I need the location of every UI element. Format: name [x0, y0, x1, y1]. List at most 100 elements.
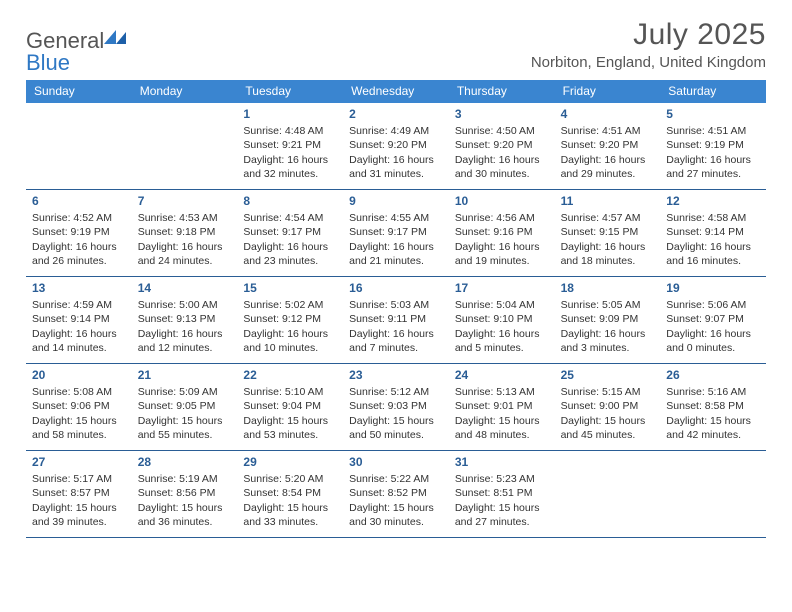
day-cell: 19 Sunrise: 5:06 AMSunset: 9:07 PMDayligh… [660, 277, 766, 363]
day-cell: 12Sunrise: 4:58 AMSunset: 9:14 PMDayligh… [660, 190, 766, 276]
day-details: Sunrise: 5:20 AMSunset: 8:54 PMDaylight:… [243, 472, 337, 529]
day-number: 11 [561, 193, 655, 209]
day-number: 9 [349, 193, 443, 209]
day-number: 24 [455, 367, 549, 383]
day-cell: 29 Sunrise: 5:20 AMSunset: 8:54 PMDayligh… [237, 451, 343, 537]
day-cell: 27 Sunrise: 5:17 AMSunset: 8:57 PMDayligh… [26, 451, 132, 537]
day-cell: 28 Sunrise: 5:19 AMSunset: 8:56 PMDayligh… [132, 451, 238, 537]
weekday-header-row: SundayMondayTuesdayWednesdayThursdayFrid… [26, 80, 766, 103]
day-cell: 3 Sunrise: 4:50 AMSunset: 9:20 PMDaylight… [449, 103, 555, 189]
day-cell: 24 Sunrise: 5:13 AMSunset: 9:01 PMDayligh… [449, 364, 555, 450]
day-cell [26, 103, 132, 189]
calendar-body: 1Sunrise: 4:48 AMSunset: 9:21 PMDaylight… [26, 103, 766, 538]
day-number: 20 [32, 367, 126, 383]
day-details: Sunrise: 5:08 AMSunset: 9:06 PMDaylight:… [32, 385, 126, 442]
day-details: Sunrise: 5:04 AMSunset: 9:10 PMDaylight:… [455, 298, 549, 355]
day-number: 21 [138, 367, 232, 383]
day-cell: 14Sunrise: 5:00 AMSunset: 9:13 PMDayligh… [132, 277, 238, 363]
day-number: 29 [243, 454, 337, 470]
day-cell: 4 Sunrise: 4:51 AMSunset: 9:20 PMDaylight… [555, 103, 661, 189]
day-details: Sunrise: 4:51 AMSunset: 9:20 PMDaylight:… [561, 124, 655, 181]
day-number: 4 [561, 106, 655, 122]
day-cell: 30Sunrise: 5:22 AMSunset: 8:52 PMDayligh… [343, 451, 449, 537]
day-details: Sunrise: 4:50 AMSunset: 9:20 PMDaylight:… [455, 124, 549, 181]
page: General Blue July 2025 Norbiton, England… [0, 0, 792, 538]
day-number: 3 [455, 106, 549, 122]
day-details: Sunrise: 4:51 AMSunset: 9:19 PMDaylight:… [666, 124, 760, 181]
day-details: Sunrise: 5:22 AMSunset: 8:52 PMDaylight:… [349, 472, 443, 529]
calendar: SundayMondayTuesdayWednesdayThursdayFrid… [26, 80, 766, 538]
day-details: Sunrise: 4:52 AMSunset: 9:19 PMDaylight:… [32, 211, 126, 268]
week-row: 1Sunrise: 4:48 AMSunset: 9:21 PMDaylight… [26, 103, 766, 190]
day-cell: 1Sunrise: 4:48 AMSunset: 9:21 PMDaylight… [237, 103, 343, 189]
week-row: 27 Sunrise: 5:17 AMSunset: 8:57 PMDayligh… [26, 451, 766, 538]
day-details: Sunrise: 4:56 AMSunset: 9:16 PMDaylight:… [455, 211, 549, 268]
day-cell [132, 103, 238, 189]
day-number: 22 [243, 367, 337, 383]
day-number: 19 [666, 280, 760, 296]
week-row: 13 Sunrise: 4:59 AMSunset: 9:14 PMDayligh… [26, 277, 766, 364]
day-details: Sunrise: 5:03 AMSunset: 9:11 PMDaylight:… [349, 298, 443, 355]
day-cell: 16 Sunrise: 5:03 AMSunset: 9:11 PMDayligh… [343, 277, 449, 363]
title-block: July 2025 Norbiton, England, United King… [531, 18, 766, 71]
week-row: 6 Sunrise: 4:52 AMSunset: 9:19 PMDaylight… [26, 190, 766, 277]
weekday-header: Monday [132, 80, 238, 103]
day-cell [555, 451, 661, 537]
weekday-header: Sunday [26, 80, 132, 103]
day-details: Sunrise: 5:00 AMSunset: 9:13 PMDaylight:… [138, 298, 232, 355]
day-cell: 20 Sunrise: 5:08 AMSunset: 9:06 PMDayligh… [26, 364, 132, 450]
logo-mark-icon [104, 26, 130, 48]
day-cell: 8Sunrise: 4:54 AMSunset: 9:17 PMDaylight… [237, 190, 343, 276]
day-number: 28 [138, 454, 232, 470]
day-details: Sunrise: 5:17 AMSunset: 8:57 PMDaylight:… [32, 472, 126, 529]
day-cell: 15 Sunrise: 5:02 AMSunset: 9:12 PMDayligh… [237, 277, 343, 363]
day-cell: 23Sunrise: 5:12 AMSunset: 9:03 PMDayligh… [343, 364, 449, 450]
day-details: Sunrise: 5:13 AMSunset: 9:01 PMDaylight:… [455, 385, 549, 442]
day-number: 27 [32, 454, 126, 470]
day-cell: 18Sunrise: 5:05 AMSunset: 9:09 PMDayligh… [555, 277, 661, 363]
weekday-header: Friday [555, 80, 661, 103]
logo-word-blue: Blue [26, 50, 70, 75]
day-number: 7 [138, 193, 232, 209]
day-details: Sunrise: 4:49 AMSunset: 9:20 PMDaylight:… [349, 124, 443, 181]
day-cell: 25 Sunrise: 5:15 AMSunset: 9:00 PMDayligh… [555, 364, 661, 450]
day-number: 13 [32, 280, 126, 296]
day-number: 5 [666, 106, 760, 122]
day-number: 18 [561, 280, 655, 296]
day-cell: 7Sunrise: 4:53 AMSunset: 9:18 PMDaylight… [132, 190, 238, 276]
month-title: July 2025 [531, 18, 766, 52]
logo: General Blue [26, 18, 130, 74]
day-details: Sunrise: 4:59 AMSunset: 9:14 PMDaylight:… [32, 298, 126, 355]
day-number: 10 [455, 193, 549, 209]
weekday-header: Tuesday [237, 80, 343, 103]
day-number: 8 [243, 193, 337, 209]
day-number: 12 [666, 193, 760, 209]
day-cell: 11Sunrise: 4:57 AMSunset: 9:15 PMDayligh… [555, 190, 661, 276]
day-number: 25 [561, 367, 655, 383]
day-number: 15 [243, 280, 337, 296]
day-cell: 10 Sunrise: 4:56 AMSunset: 9:16 PMDayligh… [449, 190, 555, 276]
day-number: 6 [32, 193, 126, 209]
day-details: Sunrise: 5:15 AMSunset: 9:00 PMDaylight:… [561, 385, 655, 442]
day-number: 31 [455, 454, 549, 470]
day-number: 16 [349, 280, 443, 296]
weekday-header: Saturday [660, 80, 766, 103]
day-cell: 9Sunrise: 4:55 AMSunset: 9:17 PMDaylight… [343, 190, 449, 276]
weekday-header: Thursday [449, 80, 555, 103]
day-cell: 26Sunrise: 5:16 AMSunset: 8:58 PMDayligh… [660, 364, 766, 450]
day-details: Sunrise: 5:02 AMSunset: 9:12 PMDaylight:… [243, 298, 337, 355]
day-details: Sunrise: 4:48 AMSunset: 9:21 PMDaylight:… [243, 124, 337, 181]
day-cell: 6 Sunrise: 4:52 AMSunset: 9:19 PMDaylight… [26, 190, 132, 276]
day-details: Sunrise: 5:10 AMSunset: 9:04 PMDaylight:… [243, 385, 337, 442]
day-number: 2 [349, 106, 443, 122]
day-details: Sunrise: 5:19 AMSunset: 8:56 PMDaylight:… [138, 472, 232, 529]
week-row: 20 Sunrise: 5:08 AMSunset: 9:06 PMDayligh… [26, 364, 766, 451]
day-cell: 5 Sunrise: 4:51 AMSunset: 9:19 PMDaylight… [660, 103, 766, 189]
day-number: 26 [666, 367, 760, 383]
day-details: Sunrise: 5:23 AMSunset: 8:51 PMDaylight:… [455, 472, 549, 529]
day-cell: 13 Sunrise: 4:59 AMSunset: 9:14 PMDayligh… [26, 277, 132, 363]
day-cell: 31 Sunrise: 5:23 AMSunset: 8:51 PMDayligh… [449, 451, 555, 537]
weekday-header: Wednesday [343, 80, 449, 103]
logo-text: General Blue [26, 26, 130, 74]
day-details: Sunrise: 5:06 AMSunset: 9:07 PMDaylight:… [666, 298, 760, 355]
